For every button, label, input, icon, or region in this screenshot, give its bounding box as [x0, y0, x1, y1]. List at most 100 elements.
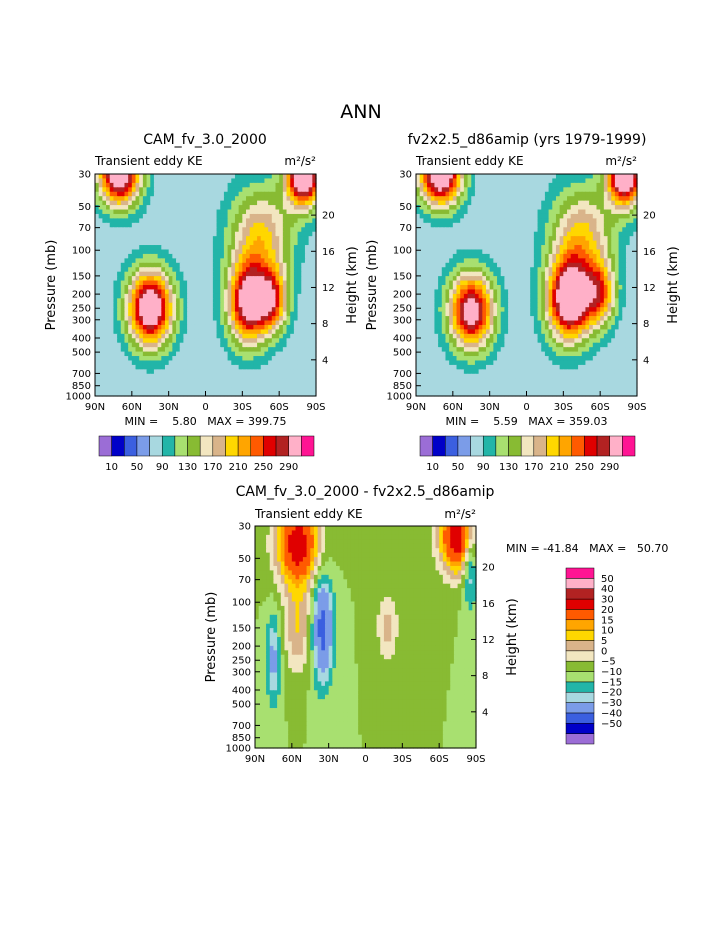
colorbar-swatch [98, 435, 112, 457]
heatmap-cell [212, 302, 218, 308]
heatmap-cell [194, 298, 199, 304]
heatmap-cell [297, 240, 302, 246]
heatmap-cell [216, 342, 221, 348]
heatmap-cell [607, 258, 612, 264]
heatmap-cell [135, 324, 140, 330]
heatmap-cell [120, 342, 126, 348]
heatmap-cell [434, 276, 439, 282]
heatmap-cell [102, 378, 107, 384]
heatmap-cell [190, 311, 196, 317]
heatmap-cell [423, 258, 428, 264]
heatmap-cell [271, 253, 277, 259]
heatmap-cell [600, 249, 605, 255]
heatmap-cell [242, 258, 247, 264]
heatmap-cell [515, 307, 520, 313]
heatmap-cell [589, 191, 594, 197]
heatmap-cell [260, 213, 266, 219]
heatmap-cell [128, 364, 133, 370]
heatmap-cell [574, 245, 579, 251]
heatmap-cell [172, 174, 177, 180]
heatmap-cell [449, 227, 454, 233]
y-tick-label: 100 [72, 246, 91, 257]
heatmap-cell [441, 222, 447, 228]
colorbar-swatch [225, 435, 239, 457]
heatmap-cell [117, 298, 122, 304]
heatmap-cell [282, 298, 288, 304]
heatmap-cell [445, 311, 450, 317]
heatmap-cell [268, 200, 273, 206]
heatmap-cell [183, 262, 188, 268]
heatmap-cell [220, 187, 225, 193]
heatmap-cell [135, 311, 140, 317]
heatmap-cell [282, 360, 288, 366]
heatmap-cell [102, 280, 107, 286]
heatmap-cell [592, 178, 598, 184]
heatmap-cell [227, 240, 232, 246]
heatmap-cell [172, 280, 177, 286]
heatmap-cell [153, 302, 159, 308]
heatmap-cell [537, 187, 542, 193]
heatmap-cell [482, 200, 487, 206]
heatmap-cell [567, 307, 572, 313]
heatmap-cell [131, 324, 137, 330]
heatmap-cell [438, 227, 443, 233]
heatmap-cell [135, 209, 140, 215]
heatmap-cell [515, 245, 520, 251]
heatmap-cell [106, 351, 111, 357]
heatmap-cell [102, 231, 107, 237]
heatmap-cell [271, 316, 277, 322]
heatmap-cell [201, 236, 207, 242]
heatmap-cell [113, 249, 118, 255]
heatmap-cell [106, 231, 111, 237]
heatmap-cell [625, 307, 631, 313]
heatmap-cell [456, 253, 461, 259]
heatmap-cell [135, 174, 140, 180]
heatmap-cell [95, 240, 100, 246]
heatmap-cell [301, 182, 306, 188]
heatmap-cell [434, 267, 439, 273]
colorbar-label: 170 [203, 462, 222, 473]
heatmap-cell [622, 240, 627, 246]
heatmap-cell [275, 218, 280, 224]
heatmap-cell [260, 391, 266, 397]
heatmap-cell [164, 209, 170, 215]
heatmap-cell [589, 240, 594, 246]
heatmap-cell [205, 191, 210, 197]
heatmap-cell [603, 218, 609, 224]
heatmap-cell [574, 240, 579, 246]
heatmap-cell [308, 342, 313, 348]
heatmap-cell [581, 311, 587, 317]
heatmap-cell [308, 360, 313, 366]
heatmap-cell [622, 236, 627, 242]
heatmap-cell [304, 333, 310, 339]
heatmap-cell [168, 364, 173, 370]
heatmap-cell [242, 178, 247, 184]
heatmap-cell [98, 222, 103, 228]
heatmap-cell [142, 213, 148, 219]
heatmap-cell [198, 209, 203, 215]
heatmap-cell [441, 174, 447, 180]
heatmap-cell [271, 342, 277, 348]
heatmap-cell [109, 231, 115, 237]
heatmap-cell [268, 364, 273, 370]
heatmap-cell [201, 253, 207, 259]
heatmap-cell [304, 276, 310, 282]
heatmap-cell [297, 187, 302, 193]
heatmap-cell [172, 342, 177, 348]
heatmap-cell [264, 382, 269, 388]
heatmap-cell [548, 205, 553, 211]
heatmap-cell [419, 271, 424, 277]
heatmap-cell [153, 307, 159, 313]
heatmap-cell [286, 240, 291, 246]
heatmap-cell [249, 276, 254, 282]
heatmap-cell [460, 222, 465, 228]
heatmap-cell [190, 351, 196, 357]
heatmap-cell [286, 258, 291, 264]
heatmap-cell [581, 258, 587, 264]
heatmap-cell [489, 205, 494, 211]
heatmap-cell [297, 249, 302, 255]
heatmap-cell [194, 191, 199, 197]
heatmap-cell [161, 391, 166, 397]
heatmap-cell [541, 178, 546, 184]
heatmap-cell [489, 227, 494, 233]
